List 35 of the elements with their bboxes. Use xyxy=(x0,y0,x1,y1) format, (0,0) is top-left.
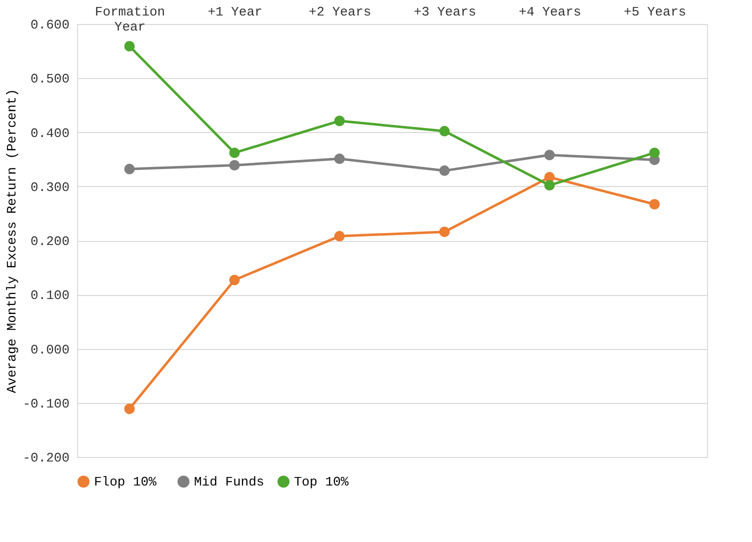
y-tick-label: 0.500 xyxy=(30,72,70,87)
x-tick-label: Formation Year xyxy=(94,4,166,34)
point xyxy=(334,154,345,164)
point xyxy=(229,160,240,170)
point xyxy=(334,116,345,126)
point xyxy=(439,226,450,238)
point xyxy=(544,180,555,191)
point xyxy=(649,148,660,158)
point xyxy=(124,404,135,414)
point xyxy=(334,230,345,242)
x-tick-label: +2 Years xyxy=(308,4,372,20)
y-tick-label: 0.400 xyxy=(30,126,70,141)
legend-label: Flop 10% xyxy=(94,474,157,490)
y-tick-label: 0.200 xyxy=(30,234,70,249)
point xyxy=(439,126,450,136)
x-tick-label: +5 Years xyxy=(624,4,686,20)
point xyxy=(124,40,135,52)
point xyxy=(124,164,135,174)
x-tick-label: +1 Year xyxy=(208,4,262,20)
y-tick-label: -0.200 xyxy=(22,450,70,466)
y-tick-label: 0.300 xyxy=(30,180,70,195)
x-tick-label: +4 Years xyxy=(518,4,582,20)
legend-label: Top 10% xyxy=(294,474,349,490)
point xyxy=(229,274,240,286)
point xyxy=(439,165,450,176)
legend-label: Mid Funds xyxy=(194,474,264,490)
point xyxy=(544,150,555,160)
x-tick-label: +3 Years xyxy=(414,4,476,20)
y-tick-label: -0.100 xyxy=(22,396,70,412)
y-tick-label: 0.600 xyxy=(30,18,70,32)
y-tick-label: 0.100 xyxy=(30,288,70,304)
point xyxy=(229,148,240,158)
point xyxy=(649,199,660,210)
y-tick-label: 0.000 xyxy=(30,342,70,358)
y-axis-title: Average Monthly Excess Return (Percent) xyxy=(4,88,20,394)
